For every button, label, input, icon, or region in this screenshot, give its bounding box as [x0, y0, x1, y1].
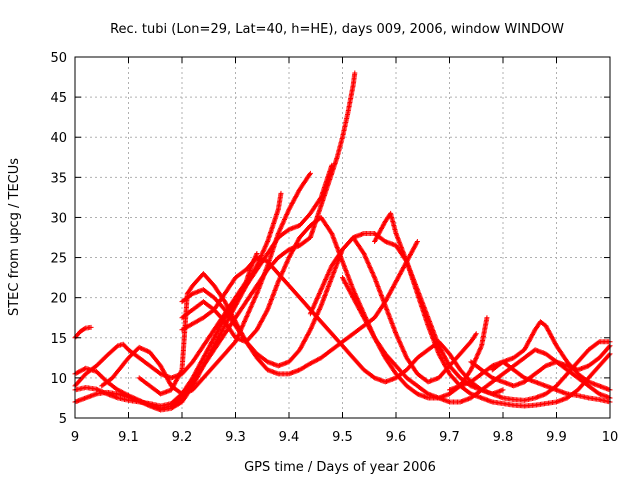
x-tick-label: 9.7: [439, 430, 460, 445]
y-tick-label: 45: [50, 91, 67, 106]
data-point: [414, 239, 420, 245]
x-tick-label: 10: [602, 430, 619, 445]
data-point: [88, 324, 94, 330]
x-tick-label: 9.9: [546, 430, 567, 445]
y-tick-label: 20: [50, 292, 67, 307]
y-tick-label: 25: [50, 252, 67, 267]
x-axis-label: GPS time / Days of year 2006: [244, 460, 436, 475]
data-point: [82, 326, 88, 332]
data-point: [307, 170, 313, 176]
x-tick-label: 9.1: [118, 430, 139, 445]
x-tick-label: 9.5: [332, 430, 353, 445]
data-point: [473, 331, 479, 337]
y-tick-label: 5: [59, 412, 67, 427]
chart-title: Rec. tubi (Lon=29, Lat=40, h=HE), days 0…: [110, 22, 564, 37]
y-tick-label: 50: [50, 51, 67, 66]
x-tick-label: 9.8: [493, 430, 514, 445]
x-tick-label: 9.2: [172, 430, 193, 445]
y-tick-label: 15: [50, 332, 67, 347]
y-tick-label: 30: [50, 211, 67, 226]
data-point: [352, 70, 358, 76]
y-tick-label: 10: [50, 372, 67, 387]
data-marks: [72, 70, 613, 413]
x-tick-label: 9: [71, 430, 79, 445]
x-tick-label: 9.6: [386, 430, 407, 445]
y-tick-label: 40: [50, 131, 67, 146]
series-arc-8: [179, 235, 479, 385]
y-tick-label: 35: [50, 171, 67, 186]
x-tick-label: 9.3: [225, 430, 246, 445]
data-point: [278, 190, 284, 196]
data-point: [472, 332, 478, 338]
data-point: [307, 171, 313, 177]
x-tick-label: 9.4: [279, 430, 300, 445]
y-axis-label: STEC from upcg / TECUs: [7, 158, 22, 316]
